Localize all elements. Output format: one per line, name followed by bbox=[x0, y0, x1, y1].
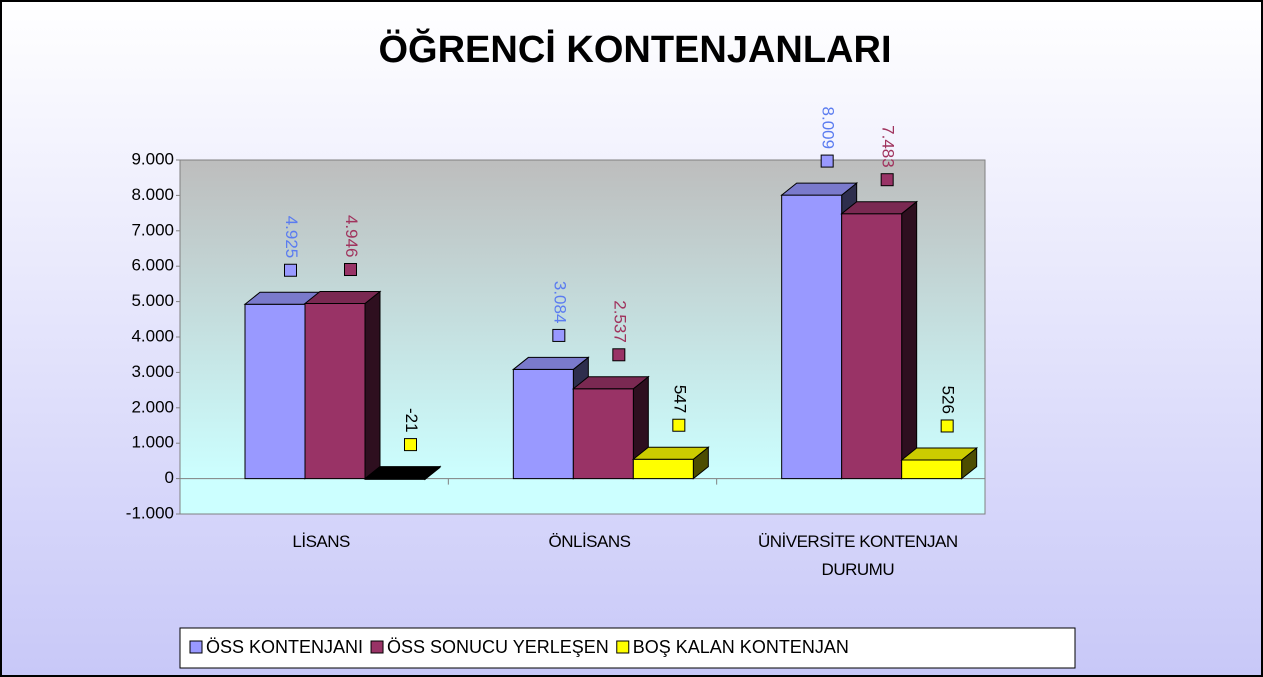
bar bbox=[363, 465, 442, 481]
bar bbox=[840, 200, 919, 480]
bar-top bbox=[303, 291, 382, 305]
bar-top bbox=[840, 201, 919, 215]
x-tick-label: ÖNLİSANS bbox=[548, 532, 631, 551]
label-marker bbox=[940, 419, 954, 433]
bar-front bbox=[781, 194, 843, 480]
data-label: 3.084 bbox=[550, 281, 569, 324]
label-marker bbox=[820, 154, 834, 168]
legend-swatch bbox=[189, 640, 203, 654]
label-marker bbox=[880, 173, 894, 187]
y-tick-label: 1.000 bbox=[131, 433, 174, 452]
label-marker bbox=[344, 263, 357, 277]
bar-front bbox=[572, 388, 634, 480]
bar bbox=[900, 446, 979, 480]
y-tick-label: 5.000 bbox=[131, 291, 174, 310]
y-tick-label: 6.000 bbox=[131, 256, 174, 275]
label-marker bbox=[672, 418, 686, 432]
bar-top bbox=[780, 182, 859, 196]
label-marker bbox=[552, 328, 566, 342]
data-label: 2.537 bbox=[610, 300, 629, 343]
y-tick-label: 8.000 bbox=[131, 185, 174, 204]
label-marker bbox=[612, 348, 626, 362]
bar-front bbox=[841, 213, 903, 480]
chart-title: ÖĞRENCİ KONTENJANLARI bbox=[378, 27, 891, 71]
legend-swatch bbox=[370, 640, 384, 654]
legend-label: ÖSS KONTENJANI bbox=[206, 637, 363, 657]
legend-label: BOŞ KALAN KONTENJAN bbox=[633, 637, 849, 657]
data-label: 526 bbox=[939, 386, 958, 414]
y-tick-label: -1.000 bbox=[126, 503, 174, 522]
data-label: 547 bbox=[670, 385, 689, 413]
legend-label: ÖSS SONUCU YERLEŞEN bbox=[387, 637, 609, 657]
bar-front bbox=[632, 458, 694, 480]
legend-swatch bbox=[616, 640, 630, 654]
y-tick-label: 0 bbox=[165, 468, 174, 487]
bar bbox=[631, 446, 710, 480]
label-marker bbox=[284, 263, 297, 277]
x-tick-label: LİSANS bbox=[292, 532, 350, 551]
y-tick-label: 3.000 bbox=[131, 362, 174, 381]
y-tick-label: 2.000 bbox=[131, 397, 174, 416]
y-tick-label: 4.000 bbox=[131, 326, 174, 345]
bar-front bbox=[244, 303, 306, 480]
x-tick-label: ÜNİVERSİTE KONTENJAN DURUMU bbox=[757, 532, 958, 579]
bar bbox=[571, 375, 650, 480]
data-label: -21 bbox=[402, 408, 421, 433]
bar-top bbox=[631, 446, 710, 460]
bar-side bbox=[364, 290, 381, 480]
y-tick-label: 7.000 bbox=[131, 220, 174, 239]
data-label: 4.946 bbox=[342, 215, 361, 258]
data-label: 8.009 bbox=[819, 107, 838, 150]
bar-side bbox=[901, 200, 918, 480]
legend: ÖSS KONTENJANI ÖSS SONUCU YERLEŞEN BOŞ KAL… bbox=[179, 627, 1076, 669]
bar-front bbox=[901, 459, 963, 480]
bar-top bbox=[571, 376, 650, 390]
y-tick-label: 9.000 bbox=[131, 149, 174, 168]
data-label: 4.925 bbox=[282, 216, 301, 259]
bar-top bbox=[900, 447, 979, 461]
bar-top bbox=[511, 356, 590, 370]
bar-front bbox=[304, 303, 366, 480]
bar-front bbox=[512, 368, 574, 480]
label-marker bbox=[404, 438, 417, 452]
bar bbox=[303, 290, 382, 480]
bar bbox=[780, 182, 859, 480]
data-label: 7.483 bbox=[879, 125, 898, 168]
bar-top bbox=[363, 466, 442, 480]
